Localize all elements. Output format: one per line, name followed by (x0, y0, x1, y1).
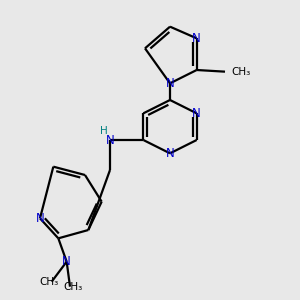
Text: N: N (166, 77, 174, 90)
Text: N: N (166, 147, 174, 160)
Text: N: N (36, 212, 44, 225)
Text: CH₃: CH₃ (63, 282, 82, 292)
Text: N: N (106, 134, 114, 146)
Text: N: N (192, 32, 201, 45)
Text: N: N (62, 255, 71, 268)
Text: H: H (100, 126, 108, 136)
Text: CH₃: CH₃ (39, 277, 58, 287)
Text: N: N (192, 107, 201, 120)
Text: CH₃: CH₃ (231, 67, 250, 77)
